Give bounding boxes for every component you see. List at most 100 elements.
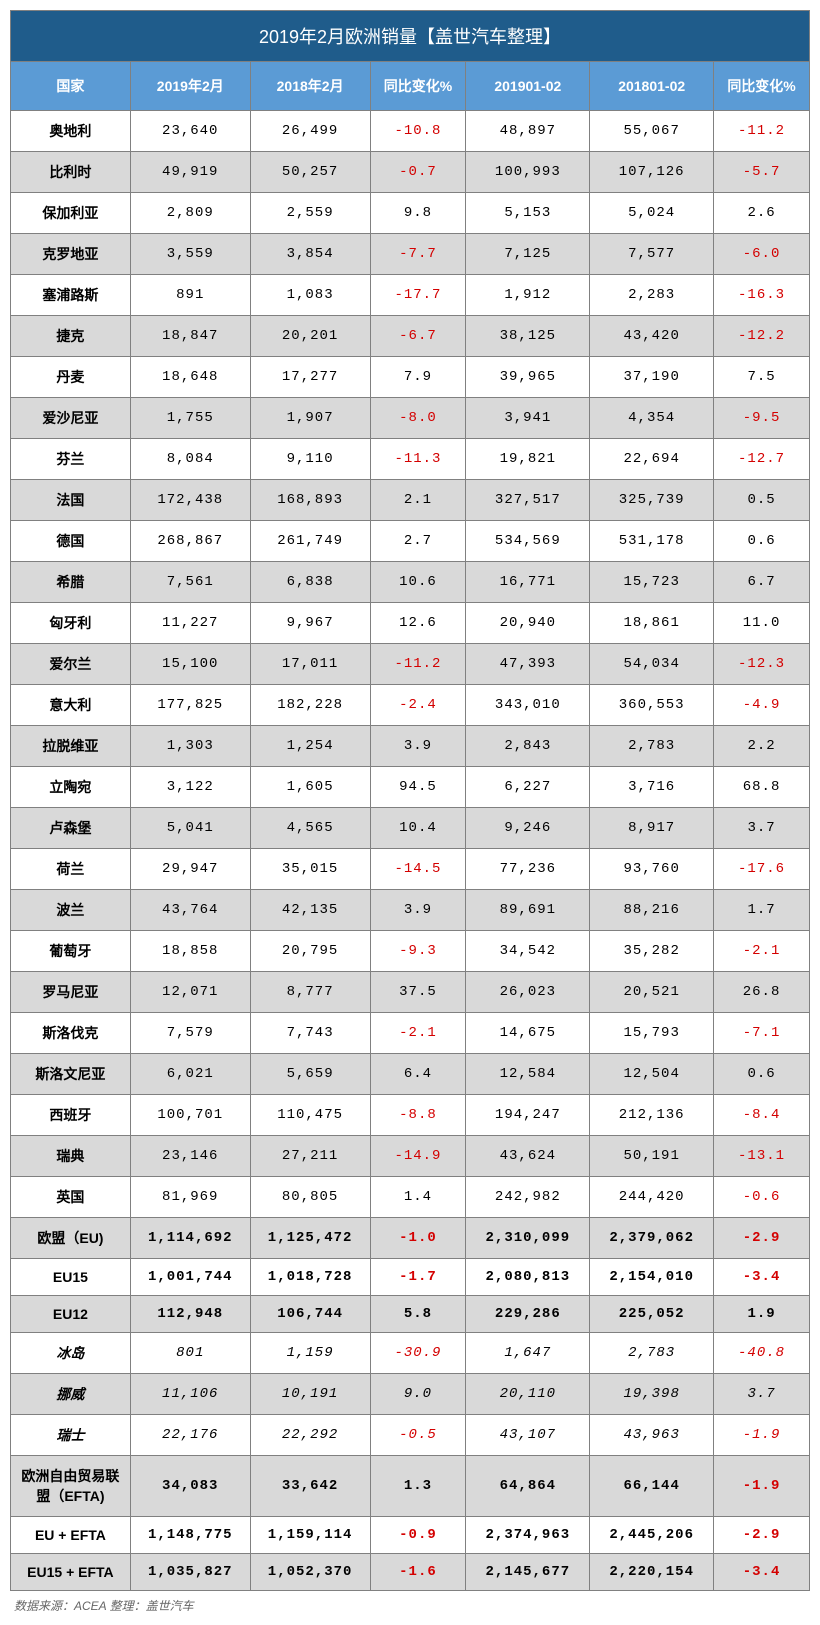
table-row: 立陶宛3,1221,60594.56,2273,71668.8 — [11, 767, 810, 808]
value-cell: 172,438 — [130, 480, 250, 521]
value-cell: 16,771 — [466, 562, 590, 603]
country-cell: 塞浦路斯 — [11, 275, 131, 316]
value-cell: -5.7 — [714, 152, 810, 193]
value-cell: 7,577 — [590, 234, 714, 275]
value-cell: 2,783 — [590, 726, 714, 767]
value-cell: 5,024 — [590, 193, 714, 234]
value-cell: 11,227 — [130, 603, 250, 644]
value-cell: 29,947 — [130, 849, 250, 890]
value-cell: 27,211 — [250, 1136, 370, 1177]
value-cell: -2.9 — [714, 1218, 810, 1259]
country-cell: EU15 — [11, 1259, 131, 1296]
table-row: 芬兰8,0849,110-11.319,82122,694-12.7 — [11, 439, 810, 480]
table-row: 法国172,438168,8932.1327,517325,7390.5 — [11, 480, 810, 521]
table-row: 爱沙尼亚1,7551,907-8.03,9414,354-9.5 — [11, 398, 810, 439]
value-cell: 244,420 — [590, 1177, 714, 1218]
value-cell: 80,805 — [250, 1177, 370, 1218]
value-cell: -40.8 — [714, 1333, 810, 1374]
value-cell: 268,867 — [130, 521, 250, 562]
value-cell: 229,286 — [466, 1296, 590, 1333]
table-row: EU + EFTA1,148,7751,159,114-0.92,374,963… — [11, 1517, 810, 1554]
footer-source: 数据来源：ACEA 整理：盖世汽车 — [10, 1597, 810, 1614]
value-cell: 23,146 — [130, 1136, 250, 1177]
value-cell: 1,083 — [250, 275, 370, 316]
table-row: 捷克18,84720,201-6.738,12543,420-12.2 — [11, 316, 810, 357]
value-cell: 801 — [130, 1333, 250, 1374]
column-header: 同比变化% — [370, 62, 466, 111]
value-cell: 534,569 — [466, 521, 590, 562]
value-cell: 225,052 — [590, 1296, 714, 1333]
table-row: 丹麦18,64817,2777.939,96537,1907.5 — [11, 357, 810, 398]
value-cell: 1.4 — [370, 1177, 466, 1218]
table-row: 瑞典23,14627,211-14.943,62450,191-13.1 — [11, 1136, 810, 1177]
column-header: 2018年2月 — [250, 62, 370, 111]
value-cell: 1,912 — [466, 275, 590, 316]
value-cell: 177,825 — [130, 685, 250, 726]
value-cell: 43,420 — [590, 316, 714, 357]
value-cell: 12,584 — [466, 1054, 590, 1095]
country-cell: 奥地利 — [11, 111, 131, 152]
value-cell: -7.7 — [370, 234, 466, 275]
value-cell: 1,755 — [130, 398, 250, 439]
table-row: 奥地利23,64026,499-10.848,89755,067-11.2 — [11, 111, 810, 152]
value-cell: 5,659 — [250, 1054, 370, 1095]
value-cell: 10.6 — [370, 562, 466, 603]
value-cell: 77,236 — [466, 849, 590, 890]
value-cell: -4.9 — [714, 685, 810, 726]
value-cell: 33,642 — [250, 1456, 370, 1517]
value-cell: 20,201 — [250, 316, 370, 357]
value-cell: 15,793 — [590, 1013, 714, 1054]
table-row: EU151,001,7441,018,728-1.72,080,8132,154… — [11, 1259, 810, 1296]
table-row: 斯洛文尼亚6,0215,6596.412,58412,5040.6 — [11, 1054, 810, 1095]
value-cell: 22,176 — [130, 1415, 250, 1456]
value-cell: -1.6 — [370, 1554, 466, 1591]
value-cell: 14,675 — [466, 1013, 590, 1054]
country-cell: 葡萄牙 — [11, 931, 131, 972]
country-cell: 匈牙利 — [11, 603, 131, 644]
value-cell: -9.3 — [370, 931, 466, 972]
value-cell: -3.4 — [714, 1554, 810, 1591]
country-cell: EU + EFTA — [11, 1517, 131, 1554]
value-cell: -10.8 — [370, 111, 466, 152]
value-cell: -0.5 — [370, 1415, 466, 1456]
value-cell: -2.9 — [714, 1517, 810, 1554]
value-cell: 48,897 — [466, 111, 590, 152]
value-cell: 22,694 — [590, 439, 714, 480]
value-cell: 9,246 — [466, 808, 590, 849]
value-cell: 7,561 — [130, 562, 250, 603]
value-cell: 2,374,963 — [466, 1517, 590, 1554]
country-cell: 拉脱维亚 — [11, 726, 131, 767]
value-cell: 81,969 — [130, 1177, 250, 1218]
value-cell: 7,579 — [130, 1013, 250, 1054]
table-row: 斯洛伐克7,5797,743-2.114,67515,793-7.1 — [11, 1013, 810, 1054]
value-cell: 360,553 — [590, 685, 714, 726]
value-cell: 34,542 — [466, 931, 590, 972]
value-cell: 1,035,827 — [130, 1554, 250, 1591]
value-cell: 3,854 — [250, 234, 370, 275]
value-cell: 3,122 — [130, 767, 250, 808]
value-cell: 1,001,744 — [130, 1259, 250, 1296]
value-cell: 112,948 — [130, 1296, 250, 1333]
value-cell: -1.9 — [714, 1456, 810, 1517]
value-cell: 64,864 — [466, 1456, 590, 1517]
value-cell: 7.5 — [714, 357, 810, 398]
value-cell: 6,227 — [466, 767, 590, 808]
country-cell: 波兰 — [11, 890, 131, 931]
value-cell: 6,021 — [130, 1054, 250, 1095]
country-cell: 芬兰 — [11, 439, 131, 480]
country-cell: 立陶宛 — [11, 767, 131, 808]
value-cell: 3.7 — [714, 1374, 810, 1415]
value-cell: 1,052,370 — [250, 1554, 370, 1591]
value-cell: 5,153 — [466, 193, 590, 234]
value-cell: 23,640 — [130, 111, 250, 152]
table-row: EU12112,948106,7445.8229,286225,0521.9 — [11, 1296, 810, 1333]
table-row: 卢森堡5,0414,56510.49,2468,9173.7 — [11, 808, 810, 849]
value-cell: 0.6 — [714, 521, 810, 562]
value-cell: -17.6 — [714, 849, 810, 890]
value-cell: -12.7 — [714, 439, 810, 480]
country-cell: 罗马尼亚 — [11, 972, 131, 1013]
value-cell: 12,504 — [590, 1054, 714, 1095]
table-row: 保加利亚2,8092,5599.85,1535,0242.6 — [11, 193, 810, 234]
value-cell: 110,475 — [250, 1095, 370, 1136]
value-cell: 2,809 — [130, 193, 250, 234]
